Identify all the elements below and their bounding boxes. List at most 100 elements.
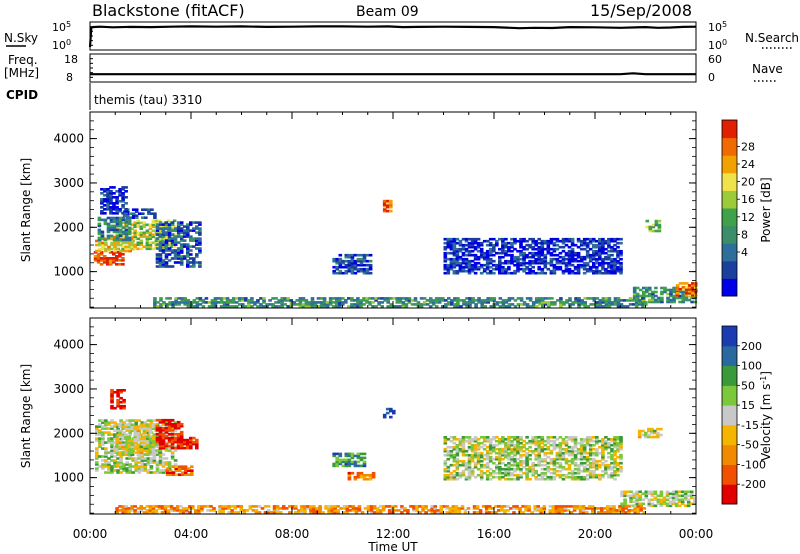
heatmap-cell: [389, 201, 393, 205]
heatmap-cell: [515, 507, 519, 510]
heatmap-cell: [161, 263, 166, 266]
nave-tick-bottom: 0: [708, 71, 715, 84]
heatmap-cell: [179, 430, 184, 434]
heatmap-cell: [687, 284, 692, 287]
heatmap-cell: [127, 220, 132, 224]
heatmap-cell: [110, 441, 114, 444]
heatmap-cell: [616, 299, 621, 302]
heatmap-cell: [166, 219, 171, 223]
heatmap-cell: [488, 241, 493, 245]
heatmap-cell: [145, 247, 150, 251]
heatmap-cell: [659, 498, 664, 502]
heatmap-cell: [122, 441, 126, 444]
heatmap-cell: [382, 205, 387, 209]
heatmap-cell: [485, 453, 490, 457]
heatmap-cell: [613, 259, 617, 263]
heatmap-cell: [507, 463, 511, 467]
heatmap-cell: [588, 265, 593, 269]
heatmap-cell: [179, 444, 184, 448]
heatmap-cell: [121, 447, 125, 451]
heatmap-cell: [495, 475, 499, 479]
heatmap-cell: [183, 297, 187, 300]
heatmap-cell: [651, 223, 656, 227]
heatmap-cell: [541, 305, 545, 308]
heatmap-cell: [122, 463, 126, 466]
heatmap-cell: [492, 436, 496, 439]
heatmap-cell: [182, 257, 187, 260]
heatmap-cell: [485, 436, 490, 439]
heatmap-cell: [541, 299, 545, 302]
heatmap-cell: [105, 257, 110, 260]
heatmap-cell: [353, 303, 357, 306]
heatmap-cell: [519, 267, 523, 271]
heatmap-cell: [281, 507, 286, 510]
heatmap-cell: [607, 301, 612, 304]
heatmap-cell: [110, 394, 114, 398]
heatmap-cell: [473, 463, 478, 467]
heatmap-cell: [482, 457, 487, 461]
heatmap-cell: [146, 431, 151, 434]
heatmap-cell: [477, 297, 481, 300]
heatmap-cell: [498, 459, 502, 463]
heatmap-cell: [449, 475, 454, 479]
heatmap-cell: [616, 261, 620, 265]
heatmap-cell: [665, 502, 670, 506]
heatmap-cell: [387, 509, 392, 512]
heatmap-cell: [522, 253, 526, 257]
heatmap-cell: [165, 471, 170, 474]
heatmap-cell: [173, 445, 178, 448]
heatmap-cell: [654, 223, 659, 227]
colorbar-segment: [722, 405, 737, 426]
heatmap-cell: [110, 406, 114, 410]
heatmap-cell: [145, 449, 150, 453]
heatmap-cell: [350, 267, 355, 271]
heatmap-cell: [133, 431, 137, 435]
heatmap-cell: [115, 441, 119, 445]
heatmap-cell: [570, 251, 575, 255]
heatmap-cell: [507, 473, 511, 477]
heatmap-cell: [495, 263, 499, 267]
heatmap-cell: [691, 292, 695, 295]
heatmap-cell: [421, 507, 425, 510]
heatmap-cell: [525, 467, 529, 471]
heatmap-cell: [585, 267, 590, 271]
heatmap-cell: [641, 502, 646, 506]
heatmap-cell: [525, 239, 529, 243]
heatmap-cell: [549, 471, 554, 475]
date-label: 15/Sep/2008: [590, 1, 692, 20]
heatmap-cell: [93, 257, 98, 260]
heatmap-cell: [476, 451, 481, 455]
heatmap-cell: [161, 231, 166, 234]
heatmap-cell: [610, 447, 614, 451]
heatmap-cell: [145, 435, 150, 439]
heatmap-cell: [277, 301, 281, 304]
heatmap-cell: [192, 440, 196, 444]
heatmap-cell: [619, 253, 623, 257]
heatmap-cell: [528, 237, 532, 241]
heatmap-cell: [251, 505, 256, 508]
heatmap-cell: [686, 490, 691, 494]
heatmap-cell: [231, 299, 236, 302]
heatmap-cell: [362, 452, 367, 456]
heatmap-cell: [607, 443, 611, 447]
heatmap-cell: [141, 212, 145, 215]
heatmap-cell: [570, 477, 575, 481]
heatmap-cell: [154, 509, 159, 512]
heatmap-cell: [653, 435, 657, 439]
heatmap-cell: [149, 471, 154, 474]
heatmap-cell: [604, 299, 609, 302]
heatmap-cell: [510, 451, 514, 455]
colorbar-segment: [722, 208, 737, 227]
heatmap-cell: [464, 253, 469, 257]
heatmap-cell: [595, 267, 599, 271]
heatmap-cell: [158, 459, 163, 462]
heatmap-cell: [338, 253, 343, 257]
heatmap-cell: [647, 433, 651, 437]
heatmap-cell: [101, 447, 105, 450]
heatmap-cell: [344, 460, 349, 464]
heatmap-cell: [109, 186, 113, 189]
heatmap-cell: [607, 239, 611, 243]
heatmap-cell: [528, 297, 533, 300]
heatmap-cell: [338, 263, 343, 267]
heatmap-cell: [119, 459, 123, 462]
